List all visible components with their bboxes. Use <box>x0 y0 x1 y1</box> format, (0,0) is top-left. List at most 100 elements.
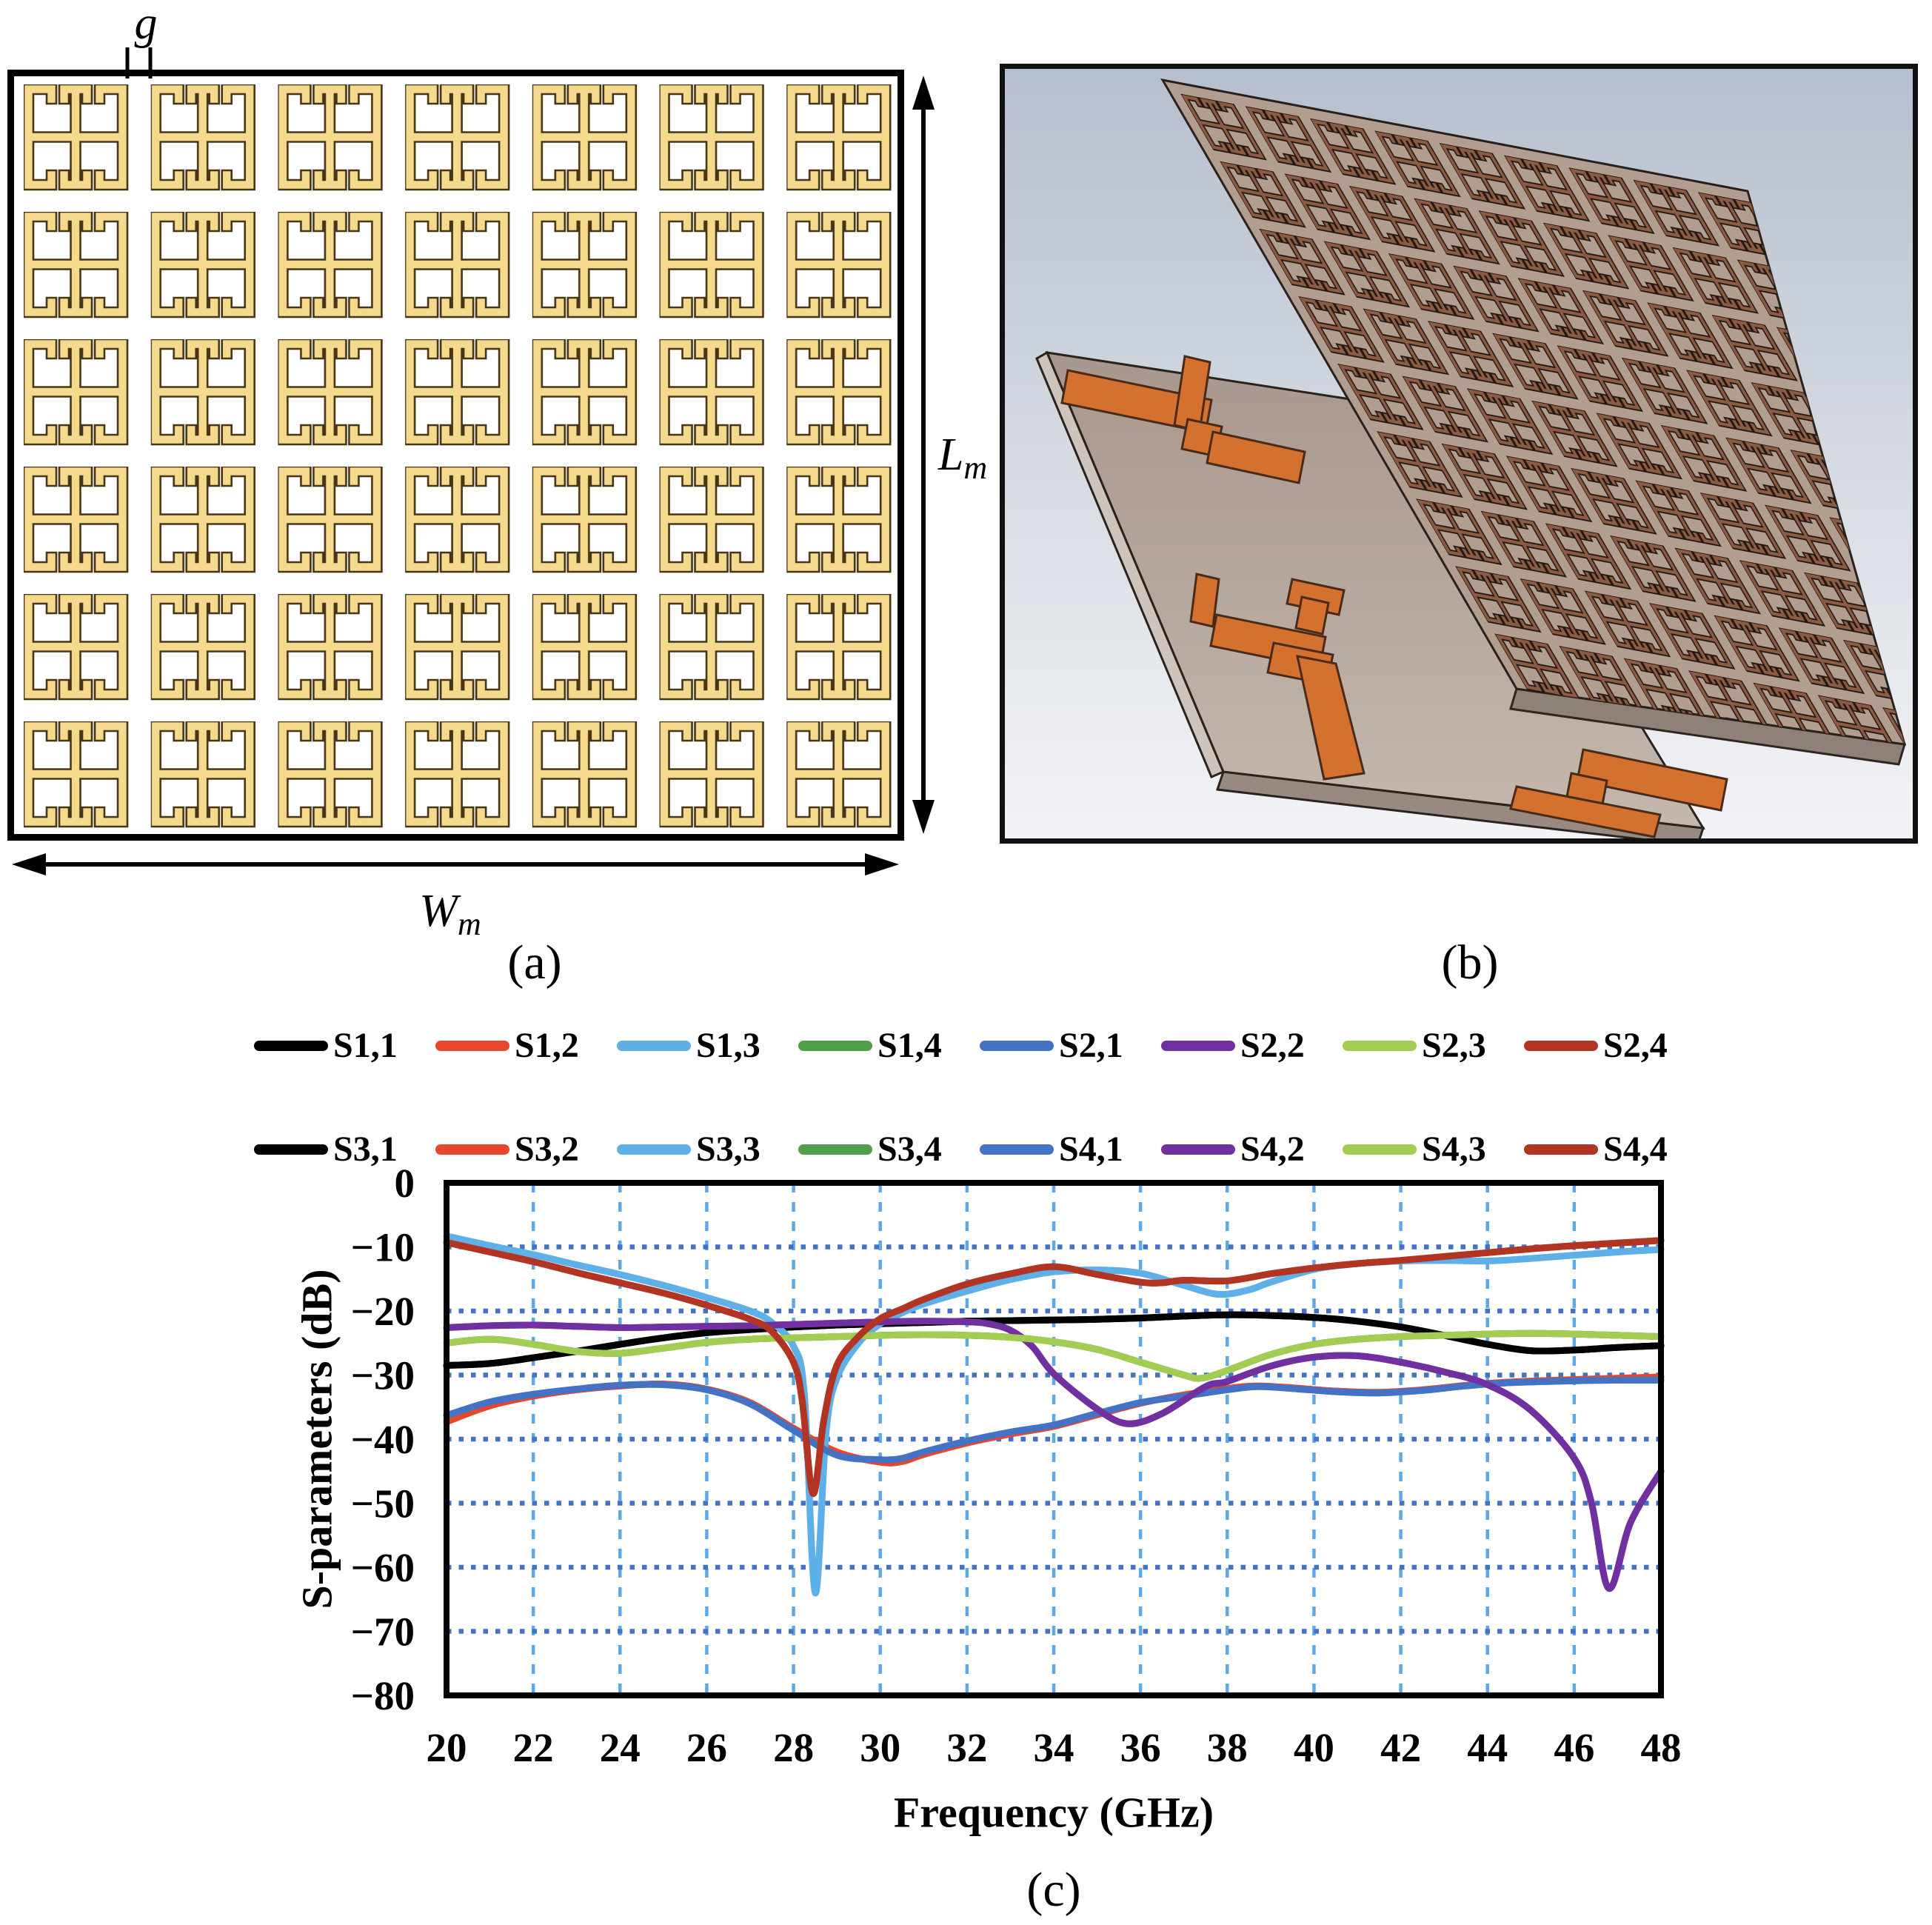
legend-entry-S3,4: S3,4 <box>798 1128 980 1171</box>
legend-entry-S2,3: S2,3 <box>1343 1024 1524 1067</box>
y-axis-title: S-parameters (dB) <box>293 1269 341 1609</box>
x-tick-label: 40 <box>1294 1725 1334 1770</box>
legend-entry-S4,4: S4,4 <box>1524 1128 1705 1171</box>
y-tick-label: 0 <box>395 1161 415 1206</box>
legend-label: S3,1 <box>333 1130 398 1169</box>
legend-swatch <box>254 1041 328 1051</box>
legend-entry-S4,3: S4,3 <box>1343 1128 1524 1171</box>
panel-b-caption: (b) <box>1441 935 1499 990</box>
legend-label: S2,3 <box>1422 1026 1486 1065</box>
panel-a-border <box>7 70 904 841</box>
lm-label: Lm <box>937 430 988 486</box>
y-tick-label: −40 <box>351 1417 415 1462</box>
x-tick-label: 48 <box>1641 1725 1682 1770</box>
legend-entry-S3,1: S3,1 <box>254 1128 435 1171</box>
dimension-arrows <box>12 76 935 875</box>
legend-label: S4,1 <box>1059 1130 1123 1169</box>
y-tick-label: −20 <box>351 1289 415 1334</box>
cad-render-panel <box>1005 69 1913 838</box>
legend-entry-S1,2: S1,2 <box>435 1024 617 1067</box>
legend-label: S4,3 <box>1422 1130 1486 1169</box>
metasurface-pattern-panel <box>7 47 904 841</box>
legend-entry-S4,2: S4,2 <box>1161 1128 1343 1171</box>
wm-arrow-head-left <box>12 853 46 875</box>
legend-label: S2,1 <box>1059 1026 1123 1065</box>
legend-label: S3,4 <box>878 1130 942 1169</box>
legend-label: S1,2 <box>515 1026 579 1065</box>
legend-entry-S2,2: S2,2 <box>1161 1024 1343 1067</box>
legend-label: S1,3 <box>696 1026 761 1065</box>
x-tick-label: 22 <box>513 1725 554 1770</box>
legend-swatch <box>1524 1041 1598 1051</box>
wm-label: Wm <box>419 886 481 942</box>
legend-swatch <box>980 1144 1054 1155</box>
legend-swatch <box>435 1041 509 1051</box>
panel-b-border <box>1000 64 1918 844</box>
y-tick-label: −60 <box>351 1545 415 1590</box>
feed-trace-upper <box>1060 355 1306 484</box>
metasurface-board-cells <box>1163 80 1905 744</box>
legend-label: S4,4 <box>1603 1130 1668 1169</box>
y-tick-label: −30 <box>351 1353 415 1398</box>
h-cell-array <box>14 76 898 834</box>
y-tick-label: −10 <box>351 1225 415 1270</box>
panel-a-caption: (a) <box>507 935 562 990</box>
legend-label: S1,1 <box>333 1026 398 1065</box>
legend-label: S3,3 <box>696 1130 761 1169</box>
legend-entry-S4,1: S4,1 <box>980 1128 1161 1171</box>
legend-swatch <box>254 1144 328 1155</box>
x-tick-label: 24 <box>600 1725 641 1770</box>
x-tick-label: 46 <box>1554 1725 1594 1770</box>
x-tick-label: 20 <box>427 1725 467 1770</box>
chart-curves <box>443 1232 1665 1597</box>
series-S4,3 <box>443 1330 1665 1382</box>
legend-entry-S3,3: S3,3 <box>617 1128 798 1171</box>
legend-entry-S3,2: S3,2 <box>435 1128 617 1171</box>
legend-label: S1,4 <box>878 1026 942 1065</box>
legend-swatch <box>798 1041 872 1051</box>
legend-entry-S1,3: S1,3 <box>617 1024 798 1067</box>
legend-swatch <box>1161 1144 1235 1155</box>
legend-label: S4,2 <box>1240 1130 1305 1169</box>
legend-label: S3,2 <box>515 1130 579 1169</box>
legend-entry-S1,1: S1,1 <box>254 1024 435 1067</box>
legend-swatch <box>435 1144 509 1155</box>
chart-tick-labels: 20 22 24 26 28 30 32 34 36 38 40 42 44 46 48 0 −10 −20 −30… <box>351 1161 1682 1770</box>
legend-entry-S1,4: S1,4 <box>798 1024 980 1067</box>
x-tick-label: 26 <box>686 1725 727 1770</box>
x-tick-label: 30 <box>860 1725 900 1770</box>
x-tick-label: 28 <box>773 1725 814 1770</box>
x-tick-label: 38 <box>1207 1725 1248 1770</box>
x-tick-label: 44 <box>1467 1725 1508 1770</box>
legend-swatch <box>980 1041 1054 1051</box>
wm-arrow-head-right <box>865 853 899 875</box>
y-tick-label: −70 <box>351 1609 415 1655</box>
legend-row-2: S3,1 S3,2 S3,3 S3,4 S4,1 S4,2 S4,3 S4,4 <box>254 1128 1705 1171</box>
x-tick-label: 32 <box>946 1725 987 1770</box>
legend-swatch <box>1161 1041 1235 1051</box>
legend-swatch <box>1343 1144 1417 1155</box>
y-tick-label: −80 <box>351 1673 415 1718</box>
legend-swatch <box>617 1144 691 1155</box>
gap-label: g <box>134 0 158 49</box>
legend-label: S2,2 <box>1240 1026 1305 1065</box>
legend-label: S2,4 <box>1603 1026 1668 1065</box>
legend-entry-S2,4: S2,4 <box>1524 1024 1705 1067</box>
panel-c-caption: (c) <box>1026 1863 1081 1917</box>
feed-trace-lower <box>1189 573 1366 781</box>
y-tick-label: −50 <box>351 1481 415 1527</box>
legend-entry-S2,1: S2,1 <box>980 1024 1161 1067</box>
lm-arrow-head-bottom <box>912 800 935 834</box>
lm-arrow-head-top <box>912 76 935 110</box>
legend-swatch <box>1343 1041 1417 1051</box>
legend-row-1: S1,1 S1,2 S1,3 S1,4 S2,1 S2,2 S2,3 S2,4 <box>254 1024 1705 1067</box>
feed-trace-bottom <box>1509 748 1728 838</box>
legend-swatch <box>617 1041 691 1051</box>
legend-swatch <box>798 1144 872 1155</box>
x-tick-label: 34 <box>1034 1725 1074 1770</box>
series-S4,4 <box>443 1237 1665 1498</box>
x-axis-title: Frequency (GHz) <box>893 1788 1214 1837</box>
series-S4,2 <box>443 1318 1665 1592</box>
